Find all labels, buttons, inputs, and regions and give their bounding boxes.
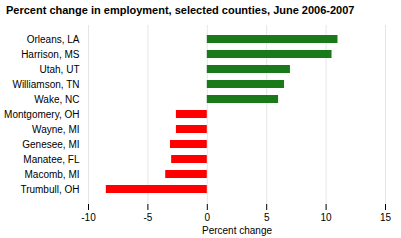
svg-text:15: 15 <box>380 212 392 223</box>
svg-text:Genesee, MI: Genesee, MI <box>22 139 79 150</box>
svg-text:Harrison, MS: Harrison, MS <box>21 49 80 60</box>
svg-text:Orleans, LA: Orleans, LA <box>27 34 80 45</box>
svg-text:Montgomery, OH: Montgomery, OH <box>4 109 79 120</box>
svg-text:10: 10 <box>321 212 333 223</box>
svg-text:Williamson, TN: Williamson, TN <box>12 79 79 90</box>
svg-text:Manatee, FL: Manatee, FL <box>23 154 80 165</box>
svg-text:Utah, UT: Utah, UT <box>39 64 79 75</box>
svg-text:Trumbull, OH: Trumbull, OH <box>20 184 79 195</box>
svg-text:Wake, NC: Wake, NC <box>34 94 79 105</box>
svg-text:Macomb, MI: Macomb, MI <box>24 169 79 180</box>
svg-text:-5: -5 <box>143 212 152 223</box>
svg-text:5: 5 <box>264 212 270 223</box>
svg-text:Wayne, MI: Wayne, MI <box>32 124 79 135</box>
svg-text:0: 0 <box>205 212 211 223</box>
svg-text:-10: -10 <box>81 212 96 223</box>
html-text:Percent change in employment,: Percent change in employment, selected c… <box>6 4 355 16</box>
svg-text:Percent change: Percent change <box>202 225 272 236</box>
